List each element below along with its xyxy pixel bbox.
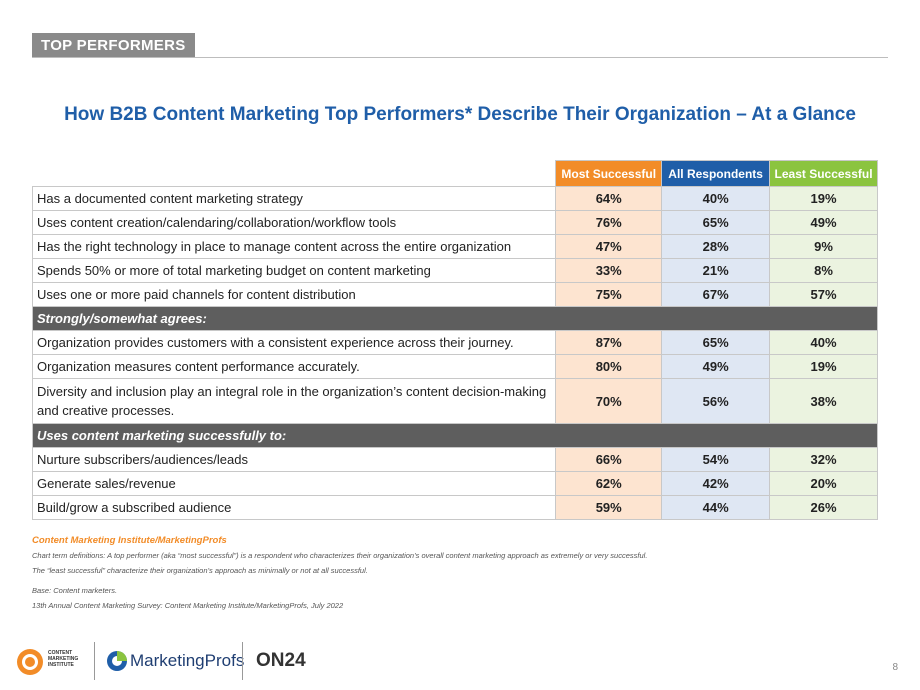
most-value: 47% bbox=[555, 234, 663, 259]
group-header-row: Uses content marketing successfully to: bbox=[32, 423, 878, 448]
all-value: 40% bbox=[661, 186, 771, 211]
least-value: 8% bbox=[769, 258, 878, 283]
row-label: Spends 50% or more of total marketing bu… bbox=[31, 258, 557, 283]
header-divider bbox=[32, 57, 888, 58]
logo-divider bbox=[94, 642, 95, 680]
most-value: 66% bbox=[555, 447, 663, 472]
least-value: 9% bbox=[769, 234, 878, 259]
least-value: 32% bbox=[769, 447, 878, 472]
all-value: 42% bbox=[661, 471, 771, 496]
row-label: Nurture subscribers/audiences/leads bbox=[31, 447, 557, 472]
source-credit: Content Marketing Institute/MarketingPro… bbox=[32, 535, 227, 546]
on24-logo: ON24 bbox=[256, 650, 306, 671]
row-label: Uses one or more paid channels for conte… bbox=[31, 282, 557, 307]
marketingprofs-logo-icon bbox=[107, 651, 127, 671]
row-label: Has the right technology in place to man… bbox=[31, 234, 557, 259]
row-label: Build/grow a subscribed audience bbox=[31, 495, 557, 520]
table-row: Uses one or more paid channels for conte… bbox=[31, 282, 878, 307]
logo-divider bbox=[242, 642, 243, 680]
least-value: 57% bbox=[769, 282, 878, 307]
table-row: Nurture subscribers/audiences/leads 66% … bbox=[31, 447, 878, 472]
table-header-row: Most Successful All Respondents Least Su… bbox=[33, 160, 878, 187]
all-value: 56% bbox=[661, 378, 771, 424]
table-row: Generate sales/revenue 62% 42% 20% bbox=[31, 471, 878, 496]
table-row: Organization measures content performanc… bbox=[31, 354, 878, 379]
group-header-uses: Uses content marketing successfully to: bbox=[32, 423, 878, 448]
table-row: Uses content creation/calendaring/collab… bbox=[31, 210, 878, 235]
most-value: 64% bbox=[555, 186, 663, 211]
most-value: 70% bbox=[555, 378, 663, 424]
all-value: 65% bbox=[661, 330, 771, 355]
row-label: Has a documented content marketing strat… bbox=[31, 186, 557, 211]
least-value: 19% bbox=[769, 354, 878, 379]
least-value: 49% bbox=[769, 210, 878, 235]
table-row: Diversity and inclusion play an integral… bbox=[31, 378, 878, 424]
col-all-respondents: All Respondents bbox=[661, 160, 771, 187]
most-value: 33% bbox=[555, 258, 663, 283]
cmi-logo-icon bbox=[17, 649, 43, 675]
row-label: Generate sales/revenue bbox=[31, 471, 557, 496]
least-value: 26% bbox=[769, 495, 878, 520]
group-header-row: Strongly/somewhat agrees: bbox=[32, 306, 878, 331]
most-value: 80% bbox=[555, 354, 663, 379]
page-title: How B2B Content Marketing Top Performers… bbox=[64, 104, 856, 125]
definition-note-2: The “least successful” characterize thei… bbox=[32, 566, 368, 575]
definition-note-1: Chart term definitions: A top performer … bbox=[32, 551, 648, 560]
most-value: 87% bbox=[555, 330, 663, 355]
table-row: Build/grow a subscribed audience 59% 44%… bbox=[31, 495, 878, 520]
table-row: Spends 50% or more of total marketing bu… bbox=[31, 258, 878, 283]
comparison-table: Most Successful All Respondents Least Su… bbox=[31, 160, 878, 520]
most-value: 76% bbox=[555, 210, 663, 235]
all-value: 54% bbox=[661, 447, 771, 472]
all-value: 21% bbox=[661, 258, 771, 283]
row-label: Uses content creation/calendaring/collab… bbox=[31, 210, 557, 235]
least-value: 20% bbox=[769, 471, 878, 496]
marketingprofs-logo-text: MarketingProfs bbox=[130, 651, 245, 670]
row-label: Organization provides customers with a c… bbox=[31, 330, 557, 355]
section-tag: TOP PERFORMERS bbox=[32, 33, 195, 58]
all-value: 44% bbox=[661, 495, 771, 520]
base-note: Base: Content marketers. bbox=[32, 586, 118, 595]
most-value: 75% bbox=[555, 282, 663, 307]
table-row: Organization provides customers with a c… bbox=[31, 330, 878, 355]
cmi-logo-text: CONTENT MARKETING INSTITUTE bbox=[48, 650, 79, 668]
header-blank-cell bbox=[33, 161, 556, 187]
page-number: 8 bbox=[892, 662, 898, 673]
least-value: 40% bbox=[769, 330, 878, 355]
col-most-successful: Most Successful bbox=[555, 160, 663, 187]
least-value: 38% bbox=[769, 378, 878, 424]
least-value: 19% bbox=[769, 186, 878, 211]
most-value: 62% bbox=[555, 471, 663, 496]
most-value: 59% bbox=[555, 495, 663, 520]
row-label: Diversity and inclusion play an integral… bbox=[31, 378, 557, 424]
table-row: Has the right technology in place to man… bbox=[31, 234, 878, 259]
group-header-agrees: Strongly/somewhat agrees: bbox=[32, 306, 878, 331]
row-label: Organization measures content performanc… bbox=[31, 354, 557, 379]
all-value: 49% bbox=[661, 354, 771, 379]
survey-note: 13th Annual Content Marketing Survey: Co… bbox=[32, 601, 344, 610]
all-value: 67% bbox=[661, 282, 771, 307]
col-least-successful: Least Successful bbox=[769, 160, 878, 187]
all-value: 28% bbox=[661, 234, 771, 259]
table-row: Has a documented content marketing strat… bbox=[31, 186, 878, 211]
all-value: 65% bbox=[661, 210, 771, 235]
